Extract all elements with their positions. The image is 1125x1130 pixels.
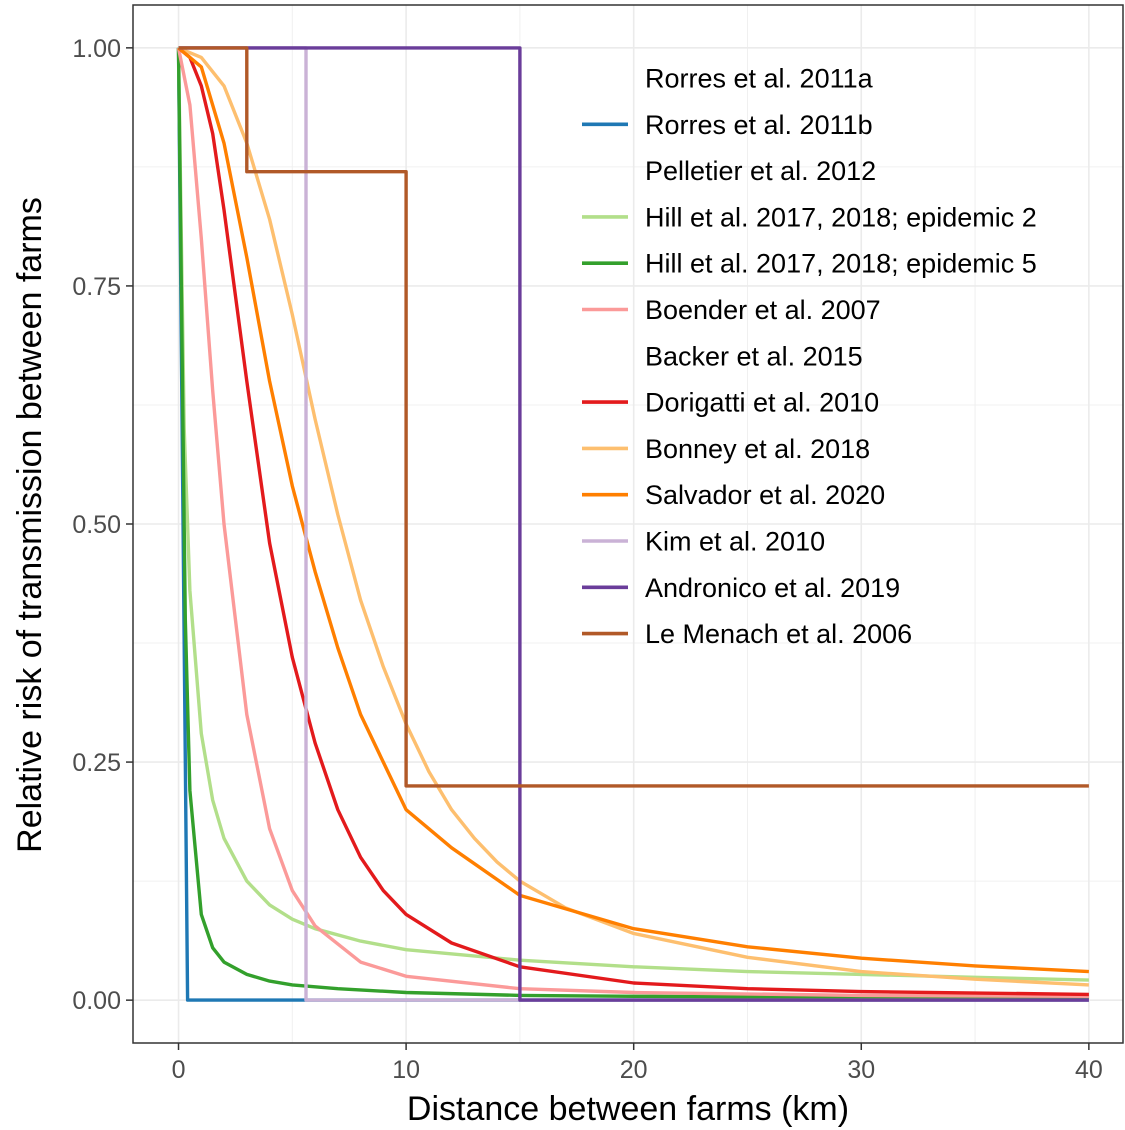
legend: Rorres et al. 2011a Rorres et al. 2011b Pe… xyxy=(582,64,1037,649)
y-tick-label: 0.25 xyxy=(72,749,121,777)
series-line xyxy=(177,46,1089,974)
legend-label: Hill et al. 2017, 2018; epidemic 5 xyxy=(645,249,1037,279)
series-line xyxy=(177,46,1089,997)
y-tick-label: 0.00 xyxy=(72,987,121,1015)
legend-label: Pelletier et al. 2012 xyxy=(645,156,876,186)
legend-label: Hill et al. 2017, 2018; epidemic 2 xyxy=(645,202,1037,232)
series-line xyxy=(176,47,1089,982)
x-tick-label: 40 xyxy=(1075,1056,1103,1084)
y-axis-title: Relative risk of transmission between fa… xyxy=(11,197,49,853)
series-lines xyxy=(176,46,1089,1002)
legend-label: Bonney et al. 2018 xyxy=(645,434,870,464)
x-tick-label: 0 xyxy=(172,1056,186,1084)
legend-label: Andronico et al. 2019 xyxy=(645,573,900,603)
series-line xyxy=(176,47,1089,1000)
y-tick-label: 0.50 xyxy=(72,511,121,539)
legend-label: Boender et al. 2007 xyxy=(645,295,881,325)
legend-label: Le Menach et al. 2006 xyxy=(645,619,912,649)
legend-label: Rorres et al. 2011b xyxy=(645,110,873,140)
x-tick-label: 30 xyxy=(847,1056,875,1084)
series-line xyxy=(178,46,1089,788)
legend-label: Kim et al. 2010 xyxy=(645,527,825,557)
x-tick-label: 10 xyxy=(392,1056,420,1084)
series-line xyxy=(177,46,1089,987)
legend-label: Dorigatti et al. 2010 xyxy=(645,388,879,418)
y-axis: 0.00 0.25 0.50 0.75 1.00 xyxy=(72,35,133,1015)
legend-label: Rorres et al. 2011a xyxy=(645,64,874,94)
legend-label: Salvador et al. 2020 xyxy=(645,480,885,510)
x-axis: 0 10 20 30 40 xyxy=(172,1043,1103,1084)
y-tick-label: 1.00 xyxy=(72,35,121,63)
y-tick-label: 0.75 xyxy=(72,273,121,301)
series-line xyxy=(176,47,1089,998)
series-line xyxy=(178,46,1089,1002)
grid-major xyxy=(133,5,1123,1043)
x-axis-title: Distance between farms (km) xyxy=(407,1090,849,1128)
x-tick-label: 20 xyxy=(620,1056,648,1084)
legend-label: Backer et al. 2015 xyxy=(645,341,863,371)
